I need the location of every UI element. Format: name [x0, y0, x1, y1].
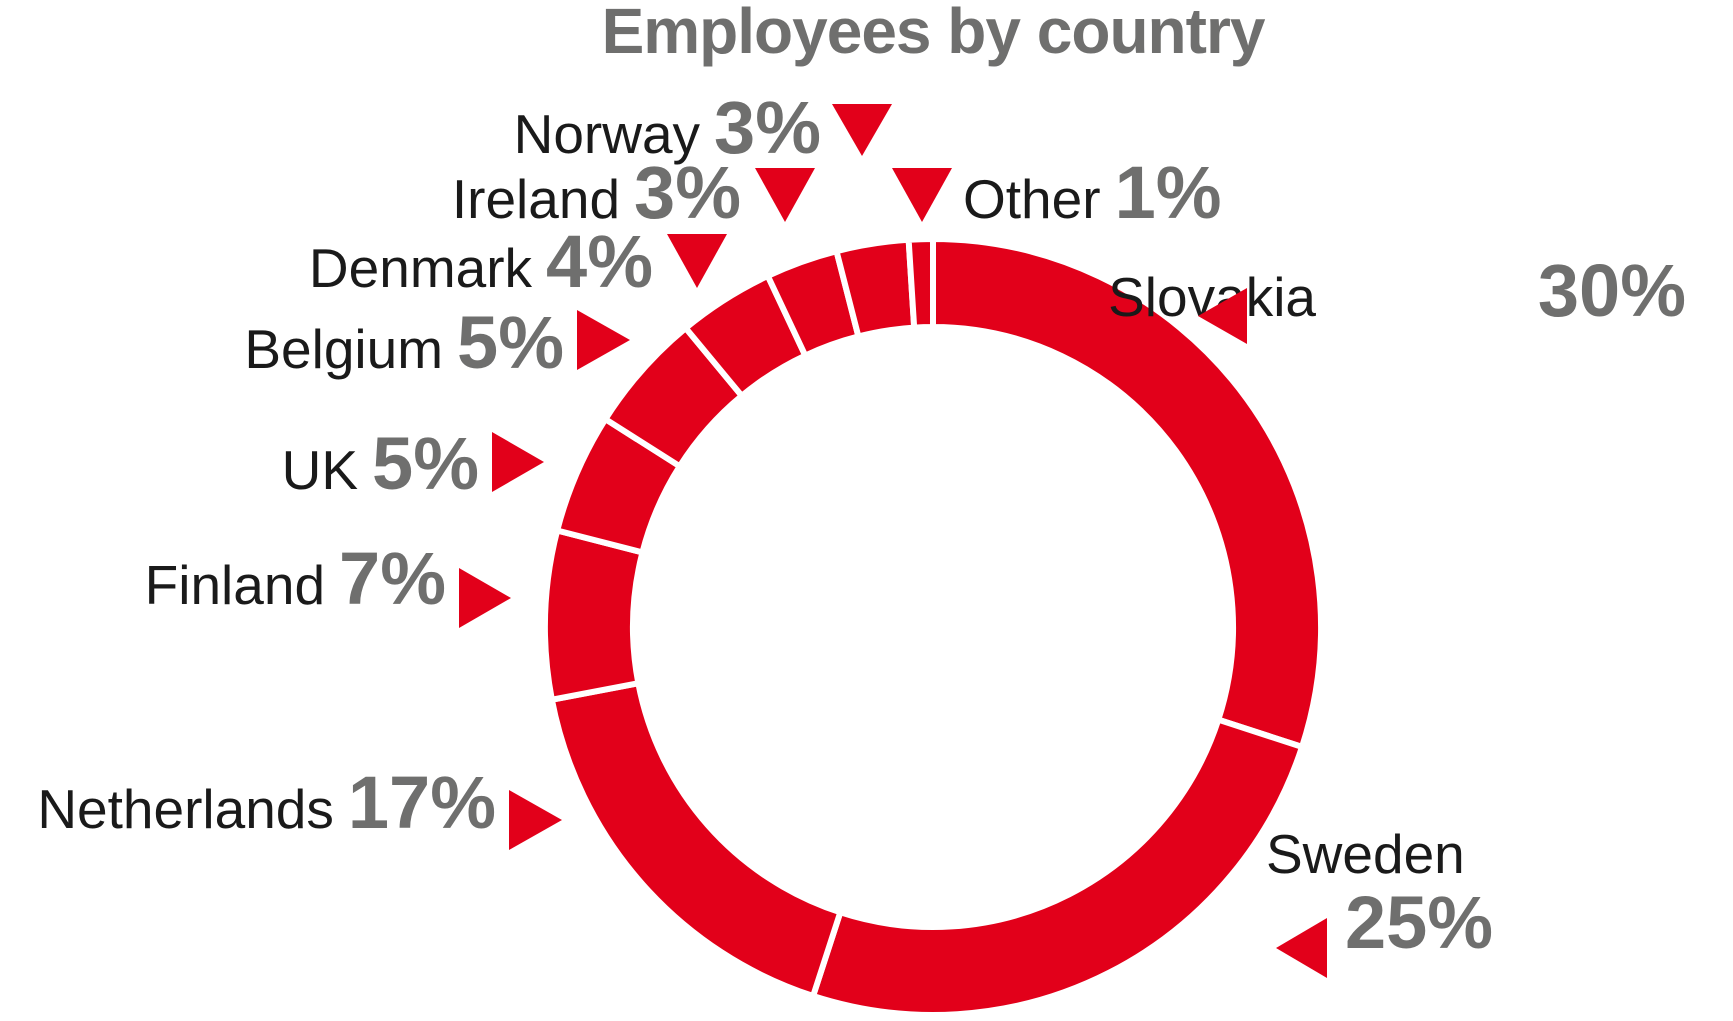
pointer-uk [492, 432, 544, 492]
slice-netherlands [548, 679, 845, 1000]
pointer-norway [832, 104, 892, 156]
label-other: Other [963, 168, 1101, 230]
slice-other [905, 235, 936, 331]
pointer-ireland [755, 168, 815, 222]
label-norway: Norway [514, 103, 701, 165]
value-other: 1% [1115, 151, 1222, 234]
label-belgium: Belgium [244, 318, 443, 380]
pointer-sweden [1276, 918, 1327, 978]
value-sweden: 25% [1345, 881, 1493, 964]
value-uk: 5% [372, 422, 479, 505]
slice-sweden [809, 715, 1306, 1018]
label-finland: Finland [145, 554, 325, 616]
value-slovakia: 30% [1538, 249, 1686, 332]
slice-slovakia [930, 235, 1324, 751]
donut-segments [542, 235, 1324, 1018]
label-ireland: Ireland [452, 168, 620, 230]
value-norway: 3% [714, 86, 821, 169]
pointer-belgium [577, 310, 630, 370]
label-netherlands: Netherlands [37, 778, 334, 840]
pointer-netherlands [509, 790, 562, 850]
pointer-slovakia [1198, 288, 1247, 344]
label-uk: UK [282, 439, 359, 501]
value-ireland: 3% [634, 151, 741, 234]
value-belgium: 5% [457, 301, 564, 384]
value-finland: 7% [339, 537, 446, 620]
pointer-finland [459, 568, 511, 628]
pointer-denmark [667, 234, 727, 288]
chart-title: Employees by country [602, 0, 1266, 67]
value-netherlands: 17% [348, 761, 496, 844]
value-denmark: 4% [546, 220, 653, 303]
label-denmark: Denmark [309, 237, 533, 299]
pointer-other [892, 168, 952, 222]
slice-finland [542, 526, 647, 704]
label-sweden: Sweden [1266, 823, 1465, 885]
